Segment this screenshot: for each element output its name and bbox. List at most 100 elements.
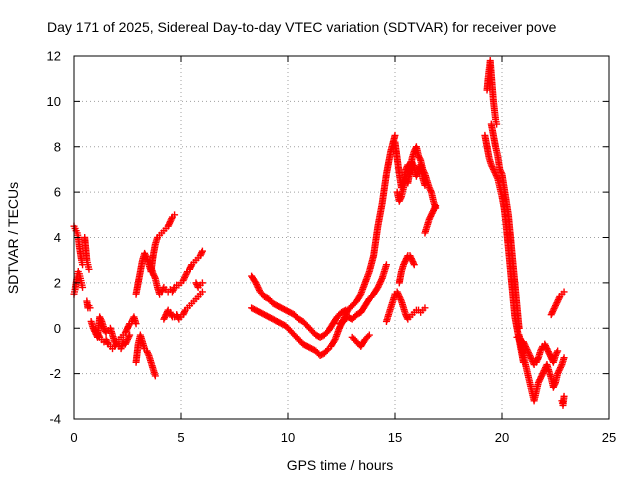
data-point-fill (416, 155, 424, 163)
data-point (432, 202, 440, 210)
series-h7 (558, 392, 568, 409)
data-point (126, 331, 134, 339)
series-g2 (395, 252, 418, 287)
series-c3 (147, 247, 206, 298)
series-h6 (547, 288, 568, 319)
data-point-fill (410, 259, 418, 267)
data-point (198, 288, 206, 296)
data-point-fill (364, 333, 372, 341)
data-point (515, 324, 523, 332)
data-point-fill (377, 276, 385, 284)
data-point-fill (534, 355, 542, 363)
x-tick-label: 10 (281, 430, 295, 445)
data-point (132, 320, 140, 328)
x-axis-label: GPS time / hours (287, 457, 394, 473)
data-point (86, 304, 94, 312)
series-e1 (327, 131, 399, 350)
data-point-fill (183, 269, 191, 277)
x-tick-label: 5 (177, 430, 184, 445)
data-point-fill (170, 285, 178, 293)
data-point-fill (144, 350, 152, 358)
x-tick-label: 25 (602, 430, 616, 445)
data-point (171, 211, 179, 219)
grid-lines (74, 56, 609, 419)
data-point (560, 288, 568, 296)
x-tick-label: 0 (70, 430, 77, 445)
chart-title: Day 171 of 2025, Sidereal Day-to-day VTE… (47, 19, 557, 35)
data-point-fill (142, 252, 150, 260)
data-point-fill (198, 249, 206, 257)
data-point-fill (168, 215, 176, 223)
y-tick-label: -4 (49, 412, 61, 427)
data-point (391, 131, 399, 139)
y-tick-label: 8 (54, 139, 61, 154)
data-point (198, 279, 206, 287)
series-d2 (248, 304, 333, 359)
series-e2 (335, 261, 390, 328)
data-point-fill (95, 332, 103, 340)
data-point (151, 372, 159, 380)
series-c4 (160, 288, 206, 323)
series-h2 (481, 131, 527, 366)
series-a4 (83, 297, 94, 312)
x-tick-label: 15 (388, 430, 402, 445)
data-point-fill (538, 344, 546, 352)
y-tick-label: -2 (49, 366, 61, 381)
data-point-fill (431, 203, 439, 211)
series-h1 (483, 57, 501, 128)
data-point-fill (553, 348, 561, 356)
series-h4 (515, 331, 568, 405)
series-a3 (81, 234, 93, 273)
y-tick-label: 4 (54, 230, 61, 245)
data-point (421, 181, 429, 189)
data-point (560, 354, 568, 362)
data-point-fill (397, 296, 405, 304)
data-point-fill (104, 339, 112, 347)
data-point (560, 392, 568, 400)
series-c1 (132, 211, 179, 298)
data-point (421, 304, 429, 312)
data-point-fill (112, 339, 120, 347)
series-g1 (382, 288, 429, 325)
data-point-fill (497, 168, 505, 176)
data-point-fill (551, 380, 559, 388)
data-point-fill (427, 187, 435, 195)
data-point (79, 283, 87, 291)
data-point-fill (557, 362, 565, 370)
y-tick-label: 0 (54, 321, 61, 336)
axis-ticks: 0 5 10 15 20 25 -4 -2 0 2 4 6 8 10 12 (47, 49, 617, 446)
series-c5 (192, 279, 206, 291)
y-tick-label: 2 (54, 275, 61, 290)
y-axis-label: SDTVAR / TECUs (5, 182, 21, 294)
data-point-fill (151, 273, 159, 281)
data-point (554, 347, 562, 355)
y-tick-label: 12 (47, 49, 61, 64)
series-f2 (393, 159, 429, 205)
x-tick-label: 20 (495, 430, 509, 445)
data-point-fill (181, 308, 189, 316)
series-b2 (91, 313, 140, 353)
data-point-fill (555, 294, 563, 302)
data-point (382, 261, 390, 269)
series-h5 (513, 333, 562, 369)
series-h3 (487, 120, 523, 332)
data-point (365, 331, 373, 339)
series-f1 (391, 138, 440, 212)
series-e3 (348, 331, 373, 350)
data-points (70, 57, 568, 409)
data-point-fill (410, 162, 418, 170)
data-point (85, 265, 93, 273)
data-point-fill (125, 321, 133, 329)
data-point-fill (97, 316, 105, 324)
data-point (198, 247, 206, 255)
data-point-fill (187, 262, 195, 270)
data-point-fill (323, 346, 331, 354)
series-f3 (421, 202, 440, 237)
series-d1 (248, 272, 350, 341)
y-tick-label: 10 (47, 94, 61, 109)
data-point-fill (125, 333, 133, 341)
y-tick-label: 6 (54, 185, 61, 200)
series-c2 (132, 331, 159, 380)
data-point (410, 261, 418, 269)
